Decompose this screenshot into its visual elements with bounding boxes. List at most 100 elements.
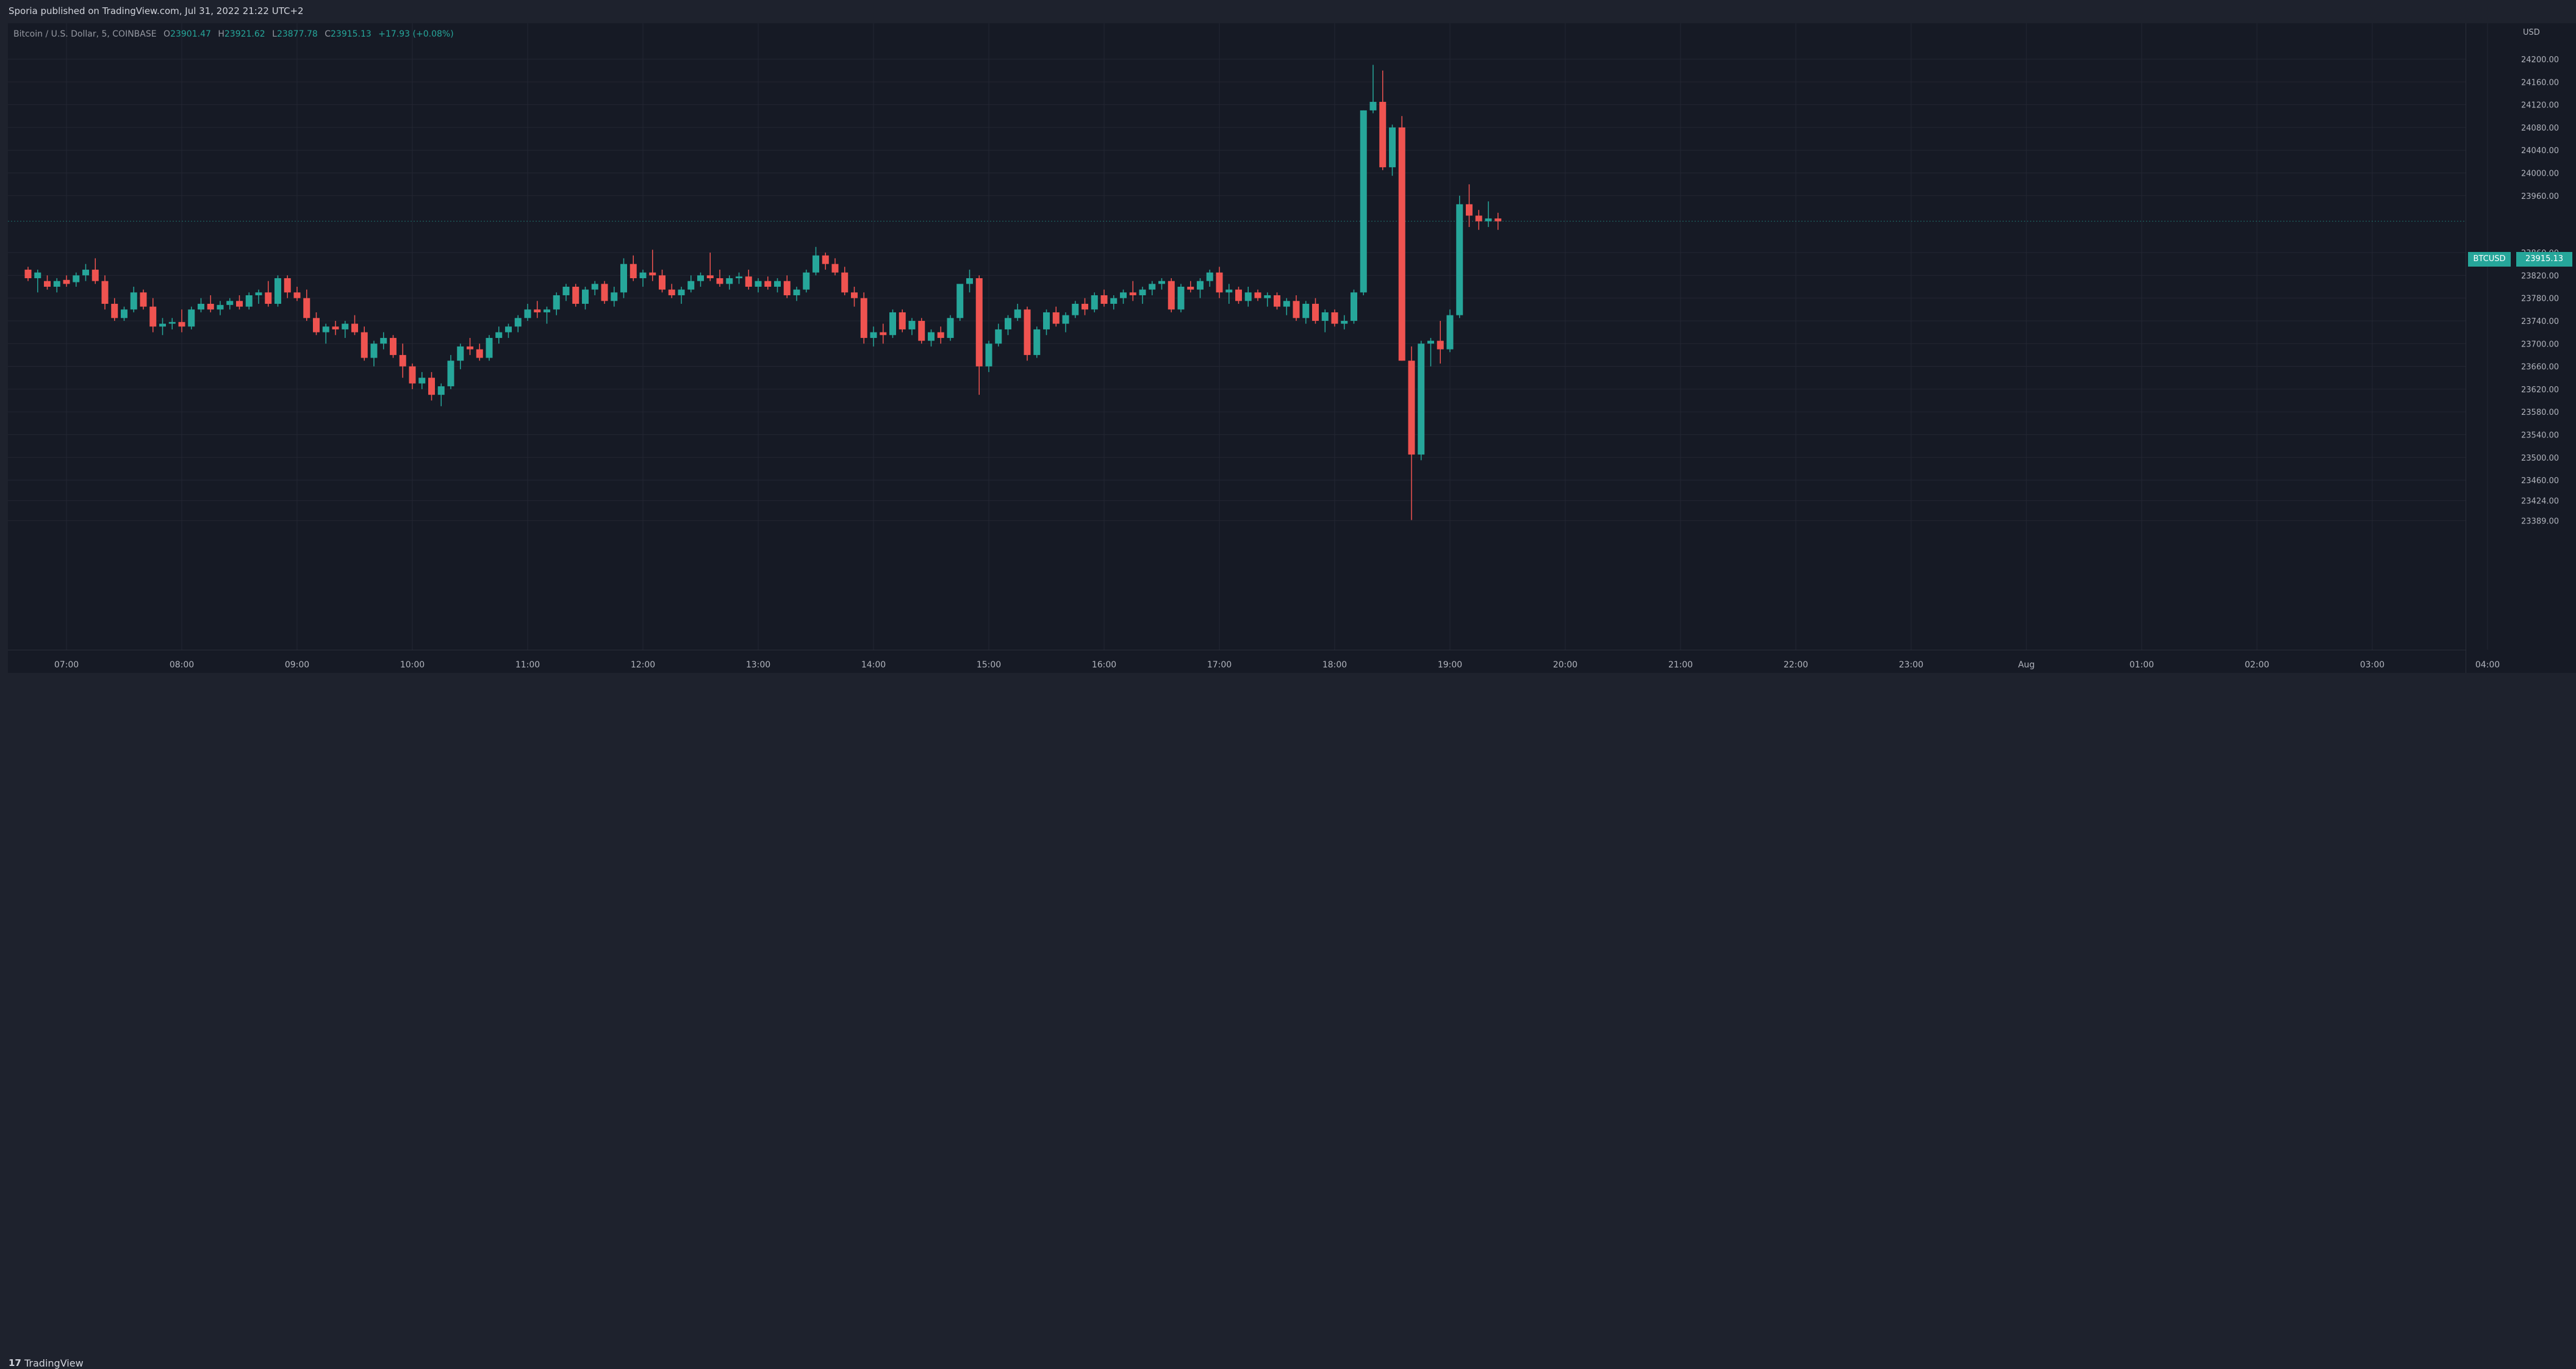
candle-body (1129, 292, 1136, 295)
price-tick-label: 24160.00 (2521, 78, 2559, 87)
candle-body (764, 281, 772, 287)
time-tick-label: 19:00 (1438, 660, 1462, 670)
candle-body (966, 278, 973, 284)
price-tick-label: 23389.00 (2521, 517, 2559, 526)
candle-body (361, 332, 368, 358)
candle-body (1225, 289, 1233, 293)
candle-body (505, 326, 512, 332)
candle-body (168, 322, 176, 324)
candle-body (140, 292, 147, 307)
candle-body (870, 332, 877, 338)
candle-body (1120, 292, 1127, 298)
candle-body (198, 303, 204, 310)
tradingview-logo-icon[interactable]: 17 (9, 1357, 21, 1368)
open-value: 23901.47 (170, 29, 211, 39)
candle-body (803, 272, 810, 290)
candle-body (217, 304, 224, 310)
time-tick-label: 15:00 (977, 660, 1001, 670)
candle-body (121, 309, 127, 318)
price-marker-symbol: BTCUSD (2468, 252, 2511, 267)
candle-body (1197, 281, 1204, 290)
price-axis[interactable] (2466, 23, 2576, 673)
candle-body (1369, 101, 1377, 110)
time-tick-label: 10:00 (400, 660, 425, 670)
footer: 17 TradingView (0, 673, 2576, 1369)
candle-body (908, 320, 916, 329)
candle-body (1408, 361, 1415, 455)
candle-body (207, 303, 214, 310)
candle-body (889, 312, 896, 336)
candle-body (726, 278, 733, 284)
chart-pane[interactable] (8, 23, 2466, 673)
candle-body (265, 292, 272, 304)
price-tick-label: 24040.00 (2521, 146, 2559, 156)
candle-body (860, 298, 867, 338)
candle-body (313, 318, 320, 332)
candle-body (495, 332, 503, 338)
candle-body (716, 278, 723, 284)
candle-body (1293, 301, 1300, 318)
candle-body (1389, 127, 1396, 168)
time-tick-label: 16:00 (1092, 660, 1116, 670)
candle-body (236, 301, 243, 307)
price-tick-label: 23740.00 (2521, 317, 2559, 326)
symbol-title[interactable]: Bitcoin / U.S. Dollar, 5, COINBASE (13, 29, 157, 39)
candle-body (1110, 298, 1118, 304)
time-tick-label: 08:00 (170, 660, 194, 670)
candle-body (53, 281, 60, 287)
candle-body (591, 284, 598, 290)
candle-body (1244, 292, 1252, 301)
time-tick-label: 23:00 (1899, 660, 1923, 670)
price-tick-label: 23960.00 (2521, 192, 2559, 201)
candle-body (1033, 329, 1041, 355)
candle-body (1379, 101, 1387, 168)
candle-body (1351, 292, 1357, 321)
candle-body (293, 292, 301, 298)
candle-body (918, 320, 925, 341)
time-axis[interactable] (8, 650, 2466, 673)
candle-body (255, 292, 262, 295)
candle-body (486, 337, 493, 358)
candle-body (1485, 218, 1492, 221)
candle-body (1312, 303, 1319, 321)
candle-body (668, 289, 675, 295)
time-tick-label: 17:00 (1207, 660, 1232, 670)
candle-body (899, 312, 906, 329)
price-tick-label: 23540.00 (2521, 431, 2559, 440)
candle-body (284, 278, 291, 293)
candle-body (687, 281, 695, 290)
candle-body (995, 329, 1002, 344)
candle-body (774, 281, 781, 287)
time-tick-label: 04:00 (2475, 660, 2500, 670)
candle-body (418, 378, 426, 384)
candle-body (1177, 287, 1185, 310)
candle-body (91, 270, 99, 281)
candle-body (467, 346, 473, 350)
brand-name[interactable]: TradingView (24, 1357, 84, 1369)
candle-body (736, 276, 742, 279)
candle-body (1283, 301, 1290, 307)
candle-body (947, 318, 954, 338)
candle-body (1466, 204, 1473, 216)
candle-body (111, 303, 118, 318)
candle-body (1437, 340, 1444, 350)
candle-body (553, 295, 560, 310)
candle-body (1216, 272, 1223, 293)
candle-body (1475, 215, 1482, 221)
currency-label[interactable]: USD (2523, 28, 2540, 37)
price-marker-value: 23915.13 (2516, 252, 2572, 267)
time-tick-label: 21:00 (1668, 660, 1693, 670)
candle-body (1052, 312, 1060, 324)
candle-body (342, 323, 349, 329)
candle-body (1494, 218, 1502, 221)
candle-body (783, 281, 791, 295)
candle-body (245, 295, 253, 307)
price-tick-label: 24200.00 (2521, 56, 2559, 65)
low-value: 23877.78 (276, 29, 318, 39)
candle-body (1398, 127, 1405, 361)
candle-body (985, 343, 992, 367)
time-tick-label: 20:00 (1553, 660, 1577, 670)
candle-body (303, 298, 310, 318)
candle-body (928, 332, 935, 341)
candle-body (63, 279, 70, 284)
